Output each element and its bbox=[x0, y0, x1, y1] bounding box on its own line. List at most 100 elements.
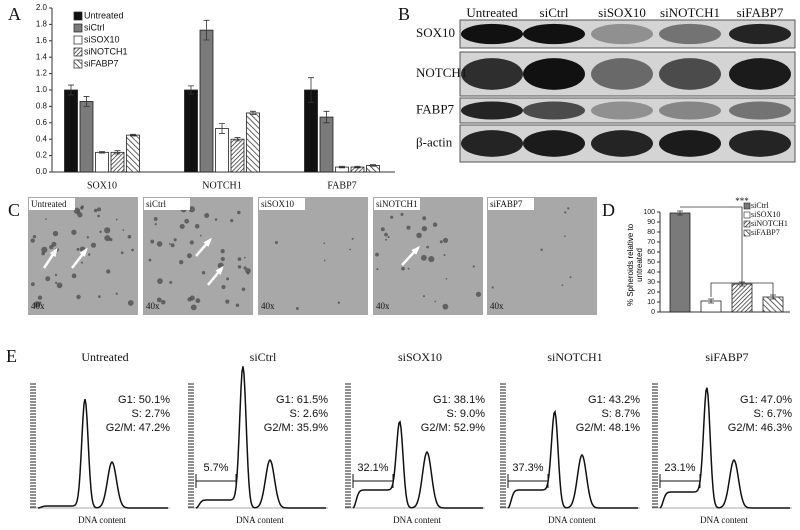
spheroid bbox=[241, 287, 246, 292]
cycle-stat: G2/M: 46.3% bbox=[728, 422, 792, 434]
row-label: NOTCH1 bbox=[416, 65, 467, 80]
legend-label: siSOX10 bbox=[751, 210, 780, 219]
spheroid bbox=[442, 303, 449, 310]
column-header: Untreated bbox=[466, 5, 518, 20]
column-header: siFABP7 bbox=[737, 5, 784, 20]
x-axis-label: DNA content bbox=[548, 515, 596, 525]
legend-swatch bbox=[743, 229, 751, 237]
x-axis-label: DNA content bbox=[393, 515, 441, 525]
y-tick-label: 0.0 bbox=[36, 167, 48, 176]
blot-band bbox=[461, 130, 523, 157]
spheroid bbox=[380, 227, 385, 232]
spheroid bbox=[384, 232, 388, 237]
micrograph bbox=[487, 197, 597, 315]
spheroid bbox=[99, 230, 102, 234]
blot-band bbox=[659, 58, 721, 90]
spheroid bbox=[189, 240, 194, 245]
spheroid bbox=[157, 278, 163, 284]
micrograph bbox=[28, 197, 138, 315]
spheroid bbox=[184, 218, 190, 224]
spheroid bbox=[422, 216, 427, 221]
spheroid bbox=[426, 245, 429, 249]
magnification: 40x bbox=[376, 301, 390, 311]
y-tick-label: 70 bbox=[647, 239, 655, 246]
legend-label: siNOTCH1 bbox=[84, 46, 128, 56]
spheroid bbox=[32, 234, 37, 239]
spheroid bbox=[37, 295, 43, 300]
y-tick-label: 80 bbox=[647, 229, 655, 236]
image-label: siNOTCH1 bbox=[376, 199, 418, 209]
spheroid bbox=[407, 267, 410, 270]
bar bbox=[95, 151, 109, 173]
error-bar bbox=[370, 164, 376, 167]
spheroid bbox=[30, 282, 35, 287]
spheroid bbox=[33, 301, 41, 308]
bar bbox=[64, 89, 78, 173]
spheroid bbox=[540, 248, 543, 251]
sub-g1-bracket bbox=[659, 474, 701, 488]
cycle-stat: G1: 47.0% bbox=[740, 394, 792, 406]
bar bbox=[110, 151, 125, 173]
cycle-stat: S: 8.7% bbox=[601, 408, 640, 420]
spheroid bbox=[243, 256, 246, 259]
spheroid bbox=[225, 299, 230, 304]
spheroid bbox=[406, 225, 411, 230]
y-tick-label: 90 bbox=[647, 219, 655, 226]
error-bar bbox=[203, 19, 210, 41]
spheroid bbox=[237, 257, 242, 261]
legend-swatch bbox=[73, 59, 83, 69]
spheroid bbox=[235, 303, 240, 307]
bar bbox=[319, 116, 334, 173]
spheroid bbox=[400, 212, 404, 217]
cycle-stat: G2/M: 48.1% bbox=[576, 422, 640, 434]
spheroid bbox=[351, 237, 354, 240]
arrow-head bbox=[215, 265, 224, 275]
blot-band bbox=[523, 101, 585, 120]
panel-title: siNOTCH1 bbox=[547, 350, 602, 364]
significance-bracket bbox=[680, 206, 774, 297]
blot-band bbox=[591, 58, 653, 90]
x-axis-label: DNA content bbox=[236, 515, 284, 525]
spheroid bbox=[323, 242, 326, 245]
spheroid bbox=[237, 265, 242, 269]
spheroid bbox=[97, 207, 102, 212]
panel-letter: B bbox=[398, 4, 410, 24]
spheroid bbox=[77, 212, 83, 218]
spheroid bbox=[86, 236, 89, 239]
spheroid bbox=[472, 265, 475, 268]
cycle-stat: G2/M: 52.9% bbox=[421, 422, 485, 434]
cycle-stat: G1: 50.1% bbox=[118, 394, 170, 406]
spheroid bbox=[442, 237, 449, 243]
y-tick-label: 1.6 bbox=[36, 36, 48, 45]
spheroid bbox=[127, 300, 134, 306]
spheroid bbox=[428, 256, 435, 263]
spheroid bbox=[421, 225, 428, 232]
spheroid bbox=[150, 239, 155, 244]
spheroid bbox=[153, 216, 158, 221]
image-label-bg bbox=[144, 198, 190, 210]
row-label: FABP7 bbox=[416, 101, 455, 116]
blot-band bbox=[523, 23, 585, 45]
y-tick-label: 1.8 bbox=[36, 20, 48, 29]
y-tick-label: 0.6 bbox=[36, 118, 48, 127]
spheroid bbox=[173, 238, 177, 242]
spheroid bbox=[54, 273, 58, 277]
legend-swatch bbox=[73, 11, 83, 21]
spheroid bbox=[55, 281, 58, 284]
spheroid bbox=[220, 249, 225, 254]
spheroid bbox=[80, 206, 84, 210]
blot-band bbox=[591, 101, 653, 120]
spheroid bbox=[422, 295, 426, 298]
row-label: SOX10 bbox=[416, 25, 455, 40]
spheroid bbox=[221, 285, 226, 290]
spheroid bbox=[97, 214, 100, 218]
spheroid bbox=[220, 256, 225, 262]
spheroid bbox=[230, 218, 234, 223]
x-axis-label: DNA content bbox=[78, 515, 126, 525]
spheroid bbox=[375, 252, 379, 257]
spheroid bbox=[179, 260, 184, 265]
spheroid bbox=[564, 235, 566, 238]
spheroid bbox=[90, 242, 97, 248]
cycle-stat: G2/M: 35.9% bbox=[264, 422, 328, 434]
